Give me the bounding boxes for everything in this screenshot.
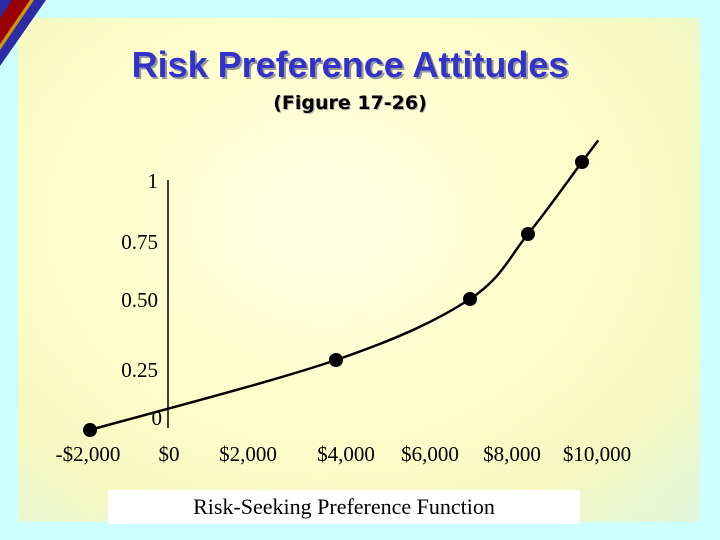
y-tick-label: 0: [152, 406, 163, 430]
x-tick-label: $2,000: [219, 442, 277, 466]
data-points: [83, 155, 589, 437]
x-tick-labels: -$2,000 $0 $2,000 $4,000 $6,000 $8,000 $10,000: [56, 442, 632, 466]
x-tick-label: $0: [159, 442, 180, 466]
data-point: [463, 292, 477, 306]
corner-decoration: [0, 0, 46, 66]
data-point: [521, 227, 535, 241]
y-tick-labels: 0 0.25 0.50 0.75 1: [121, 169, 162, 430]
data-point: [329, 353, 343, 367]
y-tick-label: 0.25: [121, 358, 158, 382]
y-tick-label: 1: [148, 169, 159, 193]
x-tick-label: -$2,000: [56, 442, 121, 466]
y-tick-label: 0.75: [121, 230, 158, 254]
slide-subtitle: (Figure 17-26): [273, 92, 427, 114]
preference-curve: [89, 139, 600, 432]
x-tick-label: $4,000: [317, 442, 375, 466]
y-tick-label: 0.50: [121, 288, 158, 312]
x-tick-label: $10,000: [563, 442, 631, 466]
data-point: [575, 155, 589, 169]
slide-panel: [18, 18, 700, 522]
data-point: [83, 423, 97, 437]
x-tick-label: $6,000: [401, 442, 459, 466]
x-tick-label: $8,000: [483, 442, 541, 466]
slide-title: Risk Preference Attitudes: [131, 44, 569, 85]
chart-caption: Risk-Seeking Preference Function: [108, 490, 580, 524]
